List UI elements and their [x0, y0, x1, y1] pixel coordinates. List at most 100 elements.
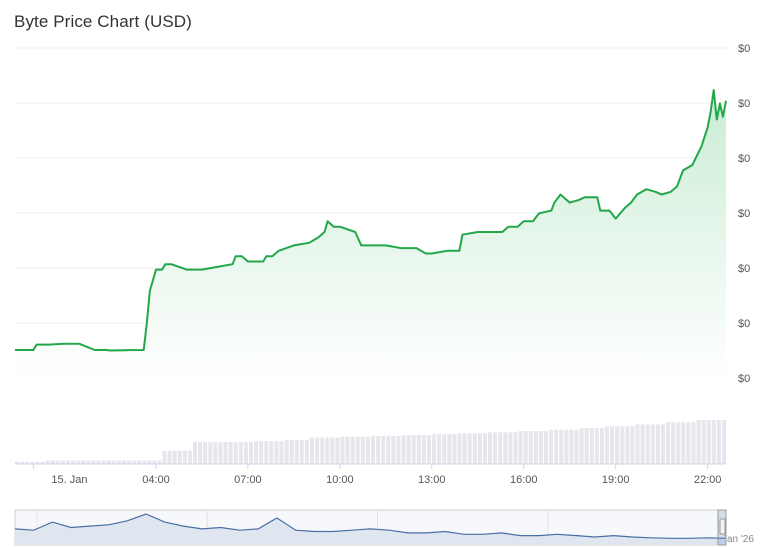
volume-bar [442, 434, 447, 464]
volume-bar [437, 434, 442, 464]
volume-bar [635, 424, 640, 464]
volume-bar [315, 437, 320, 464]
volume-bar [40, 461, 45, 464]
volume-bar [187, 450, 192, 464]
volume-bar [172, 450, 177, 464]
volume-bar [513, 432, 518, 464]
y-tick-label: $0 [738, 373, 750, 385]
volume-bar [706, 420, 711, 464]
volume-bar [432, 434, 437, 464]
volume-bar [157, 460, 162, 464]
volume-bar [472, 433, 477, 464]
x-tick-label: 13:00 [418, 474, 446, 486]
x-tick-label: 15. Jan [51, 474, 87, 486]
volume-bar [304, 439, 309, 464]
volume-bar [696, 420, 701, 464]
volume-bar [640, 424, 645, 464]
volume-bar [426, 434, 431, 464]
volume-bar [533, 431, 538, 464]
volume-bar [238, 442, 243, 464]
volume-bar [147, 460, 152, 464]
volume-bar [96, 460, 101, 464]
volume-bar [360, 436, 365, 464]
volume-bar [310, 437, 315, 464]
volume-bar [447, 434, 452, 464]
volume-bar [55, 460, 60, 464]
volume-bar [345, 436, 350, 464]
volume-bar [320, 437, 325, 464]
navigator[interactable]: Jan '24Jul '24Jan '25Jul '25Jan '26 [14, 509, 754, 546]
volume-bar [254, 441, 259, 464]
navigator-label: Jan '26 [722, 534, 754, 545]
volume-bar [482, 433, 487, 464]
volume-bar [193, 442, 198, 464]
volume-bar [264, 441, 269, 464]
volume-bar [401, 434, 406, 464]
volume-bar [208, 442, 213, 464]
volume-bar [488, 432, 493, 464]
volume-bar [391, 435, 396, 464]
chart-title: Byte Price Chart (USD) [14, 12, 192, 31]
volume-bar [477, 433, 482, 464]
volume-bar [121, 460, 126, 464]
volume-bar [30, 461, 35, 464]
volume-bar [162, 450, 167, 464]
volume-bar [35, 461, 40, 464]
volume-bar [106, 460, 111, 464]
volume-bar [508, 432, 513, 464]
volume-bar [605, 426, 610, 464]
volume-bar [722, 420, 726, 464]
volume-bar [142, 460, 147, 464]
volume-bar [131, 460, 136, 464]
volume-bar [493, 432, 498, 464]
volume-bar [111, 460, 116, 464]
volume-bar [218, 442, 223, 464]
volume-bar [340, 436, 345, 464]
volume-bar [86, 460, 91, 464]
volume-bar [65, 460, 70, 464]
volume-bar [15, 461, 19, 464]
volume-bar [198, 442, 203, 464]
volume-bar [574, 429, 579, 464]
volume-bar [686, 422, 691, 464]
x-tick-label: 04:00 [142, 474, 170, 486]
volume-bar [243, 442, 248, 464]
x-tick-label: 16:00 [510, 474, 538, 486]
volume-bar [45, 460, 50, 464]
navigator-line [14, 513, 727, 539]
volume-bar [625, 426, 630, 464]
volume-bar [25, 461, 30, 464]
volume-bar [223, 442, 228, 464]
volume-bar [269, 441, 274, 464]
volume-bar [666, 422, 671, 464]
x-tick-label: 22:00 [694, 474, 722, 486]
volume-bar [299, 439, 304, 464]
volume-bar [294, 439, 299, 464]
volume-bar [213, 442, 218, 464]
volume-bar [564, 429, 569, 464]
volume-bar [467, 433, 472, 464]
volume-bar [259, 441, 264, 464]
volume-bar [569, 429, 574, 464]
volume-bar [660, 424, 665, 464]
navigator-handle[interactable] [719, 518, 726, 535]
volume-bar [91, 460, 96, 464]
volume-bar [630, 426, 635, 464]
price-area-fill [15, 90, 726, 382]
volume-bar [274, 441, 279, 464]
volume-bar [589, 427, 594, 464]
volume-bar [203, 442, 208, 464]
volume-bar [70, 460, 75, 464]
volume-bar [554, 429, 559, 464]
volume-bar [421, 434, 426, 464]
volume-bar [711, 420, 716, 464]
volume-bar [167, 450, 172, 464]
volume-bar [50, 460, 55, 464]
volume-bar [137, 460, 142, 464]
y-tick-label: $0 [738, 208, 750, 220]
volume-bar [594, 427, 599, 464]
volume-bar [289, 439, 294, 464]
volume-bars [15, 420, 726, 465]
y-tick-label: $0 [738, 318, 750, 330]
